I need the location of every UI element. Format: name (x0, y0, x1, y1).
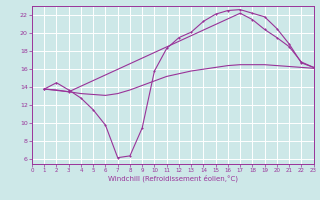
X-axis label: Windchill (Refroidissement éolien,°C): Windchill (Refroidissement éolien,°C) (108, 175, 238, 182)
